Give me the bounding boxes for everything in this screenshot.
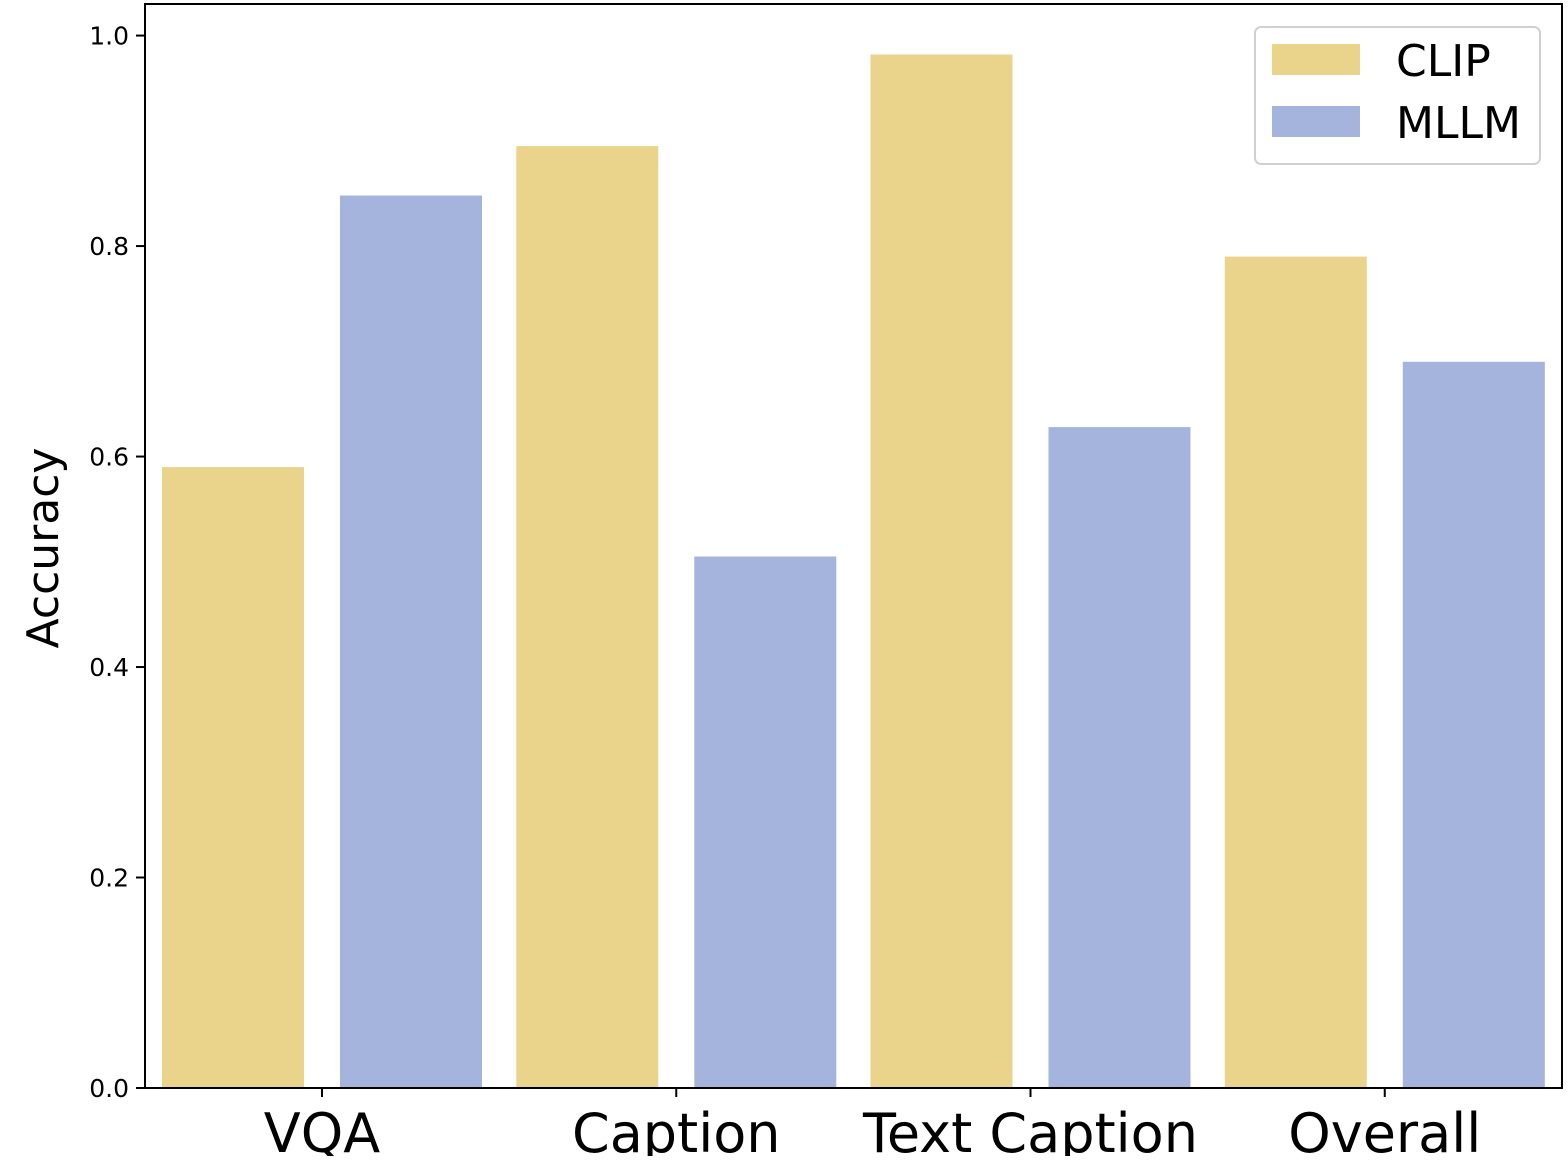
bar-mllm-text-caption xyxy=(1048,427,1191,1089)
x-tick-label: VQA xyxy=(264,1102,380,1156)
bar-clip-overall xyxy=(1224,256,1367,1089)
y-tick-label: 0.6 xyxy=(89,443,129,472)
y-tick-label: 0.0 xyxy=(89,1074,129,1103)
y-tick-label: 0.8 xyxy=(89,232,129,261)
x-tick-label: Overall xyxy=(1288,1102,1481,1156)
y-tick-label: 0.2 xyxy=(89,864,129,893)
y-tick-label: 0.4 xyxy=(89,653,129,682)
bar-clip-vqa xyxy=(162,467,304,1089)
legend-swatch-mllm xyxy=(1272,106,1360,137)
bar-mllm-vqa xyxy=(340,195,482,1088)
bar-clip-text-caption xyxy=(870,54,1013,1088)
bars-layer xyxy=(162,54,1545,1089)
bar-mllm-caption xyxy=(694,556,837,1088)
legend: CLIP MLLM xyxy=(1254,26,1541,165)
x-tick-label: Caption xyxy=(572,1102,781,1156)
legend-label-mllm: MLLM xyxy=(1396,98,1521,149)
axes-layer: 0.0 0.2 0.4 0.6 0.8 1.0 VQA Caption Text Caption… xyxy=(89,3,1563,1160)
plot-frame xyxy=(144,3,1563,1089)
y-axis-label: Accuracy xyxy=(18,448,69,649)
y-tick-label: 1.0 xyxy=(89,22,129,51)
legend-label-clip: CLIP xyxy=(1396,36,1491,87)
bar-clip-caption xyxy=(516,146,659,1089)
bar-mllm-overall xyxy=(1402,361,1545,1088)
legend-swatch-clip xyxy=(1272,44,1360,75)
x-tick-label: Text Caption xyxy=(862,1102,1198,1156)
